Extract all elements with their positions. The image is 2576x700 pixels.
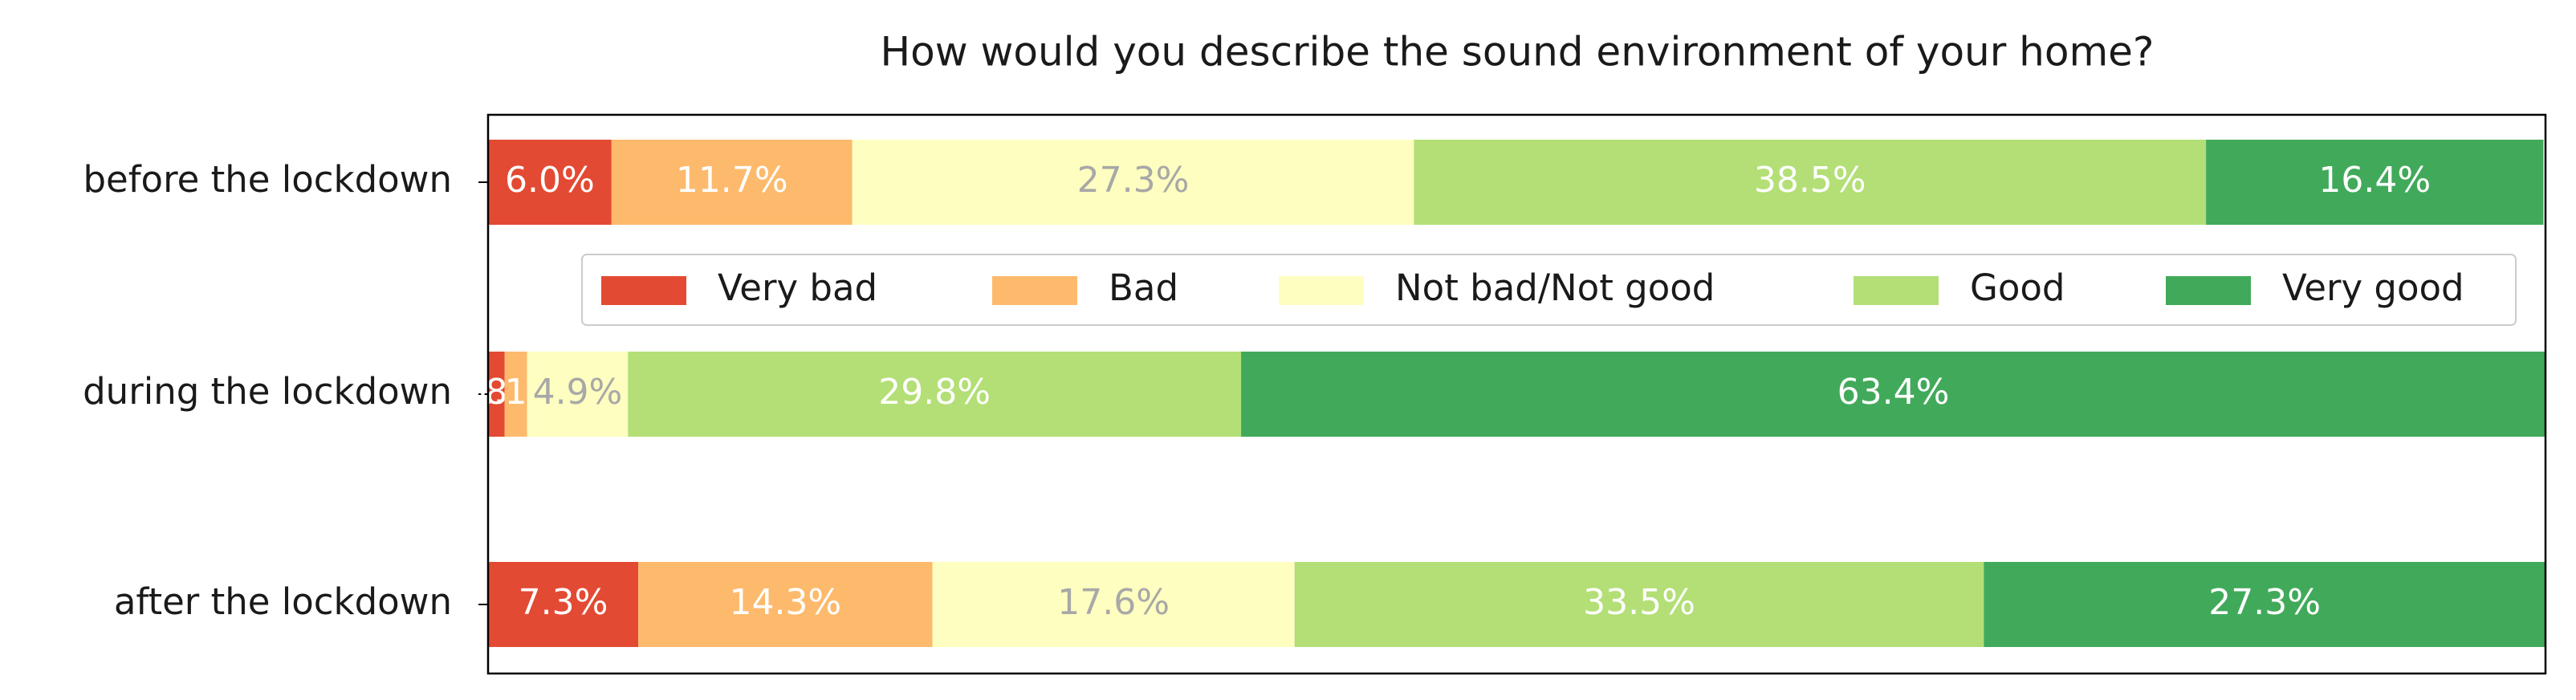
- bar-segment: [488, 562, 639, 647]
- value-label: 14.3%: [729, 582, 841, 623]
- legend-swatch: [1854, 276, 1939, 305]
- legend-label: Good: [1970, 267, 2065, 309]
- legend-label: Not bad/Not good: [1395, 267, 1715, 309]
- bar-segment: [628, 352, 1242, 437]
- chart-title: How would you describe the sound environ…: [881, 29, 2155, 75]
- bar-segment: [504, 352, 527, 437]
- value-label: 6.0%: [505, 160, 595, 201]
- bar-segment: [852, 140, 1414, 225]
- legend-swatch: [992, 276, 1077, 305]
- legend-label: Very bad: [718, 267, 877, 309]
- value-label: 33.5%: [1583, 582, 1695, 623]
- value-label: 7.3%: [519, 582, 608, 623]
- bar-segment: [1241, 352, 2545, 437]
- legend-swatch: [2166, 276, 2251, 305]
- legend-swatch: [601, 276, 686, 305]
- bar-segment: [1984, 562, 2545, 647]
- value-label: 63.4%: [1837, 372, 1950, 413]
- bar-segment: [611, 140, 853, 225]
- bar-segment: [1414, 140, 2207, 225]
- y-tick-label: during the lockdown: [83, 370, 452, 413]
- value-label: 29.8%: [878, 372, 991, 413]
- legend-box: [581, 254, 2517, 326]
- bar-segment: [2206, 140, 2544, 225]
- value-label: 17.6%: [1057, 582, 1170, 623]
- value-label: 4.9%: [533, 372, 623, 413]
- value-label: 27.3%: [2208, 582, 2321, 623]
- legend-label: Bad: [1109, 267, 1178, 309]
- bar-segment: [488, 140, 612, 225]
- plot-frame: [486, 113, 2547, 675]
- legend-swatch: [1279, 276, 1364, 305]
- bar-segment: [932, 562, 1295, 647]
- value-label: 11.7%: [676, 160, 788, 201]
- value-label: 38.5%: [1754, 160, 1866, 201]
- bar-segment: [1294, 562, 1984, 647]
- value-label: 27.3%: [1077, 160, 1190, 201]
- bar-segment: [638, 562, 933, 647]
- value-label: 16.4%: [2318, 160, 2431, 201]
- legend-label: Very good: [2282, 267, 2464, 309]
- bar-segment: [488, 352, 505, 437]
- bar-segment: [527, 352, 629, 437]
- y-tick-label: before the lockdown: [83, 158, 452, 201]
- y-tick-label: after the lockdown: [114, 580, 452, 623]
